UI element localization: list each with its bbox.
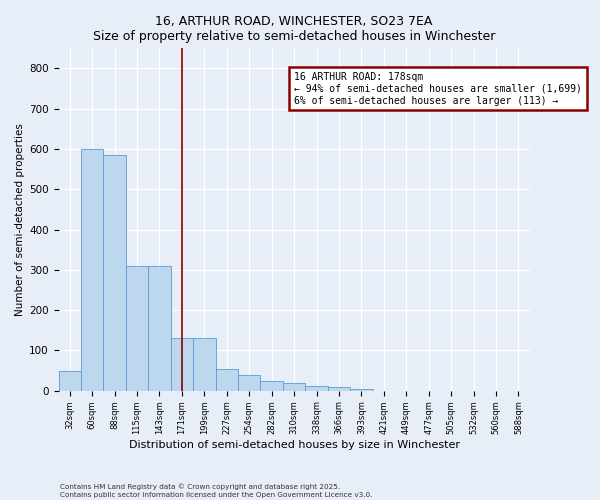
Bar: [148, 266, 170, 390]
Bar: [103, 155, 126, 390]
Bar: [305, 386, 328, 390]
Bar: [215, 368, 238, 390]
Bar: [350, 388, 373, 390]
Bar: [328, 388, 350, 390]
Bar: [283, 384, 305, 390]
Bar: [126, 266, 148, 390]
Bar: [59, 370, 81, 390]
Bar: [193, 338, 215, 390]
Bar: [81, 149, 103, 390]
Text: 16 ARTHUR ROAD: 178sqm
← 94% of semi-detached houses are smaller (1,699)
6% of s: 16 ARTHUR ROAD: 178sqm ← 94% of semi-det…: [294, 72, 582, 106]
Bar: [238, 376, 260, 390]
X-axis label: Distribution of semi-detached houses by size in Winchester: Distribution of semi-detached houses by …: [128, 440, 460, 450]
Bar: [170, 338, 193, 390]
Text: Contains HM Land Registry data © Crown copyright and database right 2025.
Contai: Contains HM Land Registry data © Crown c…: [60, 484, 373, 498]
Bar: [260, 380, 283, 390]
Y-axis label: Number of semi-detached properties: Number of semi-detached properties: [15, 123, 25, 316]
Title: 16, ARTHUR ROAD, WINCHESTER, SO23 7EA
Size of property relative to semi-detached: 16, ARTHUR ROAD, WINCHESTER, SO23 7EA Si…: [93, 15, 495, 43]
